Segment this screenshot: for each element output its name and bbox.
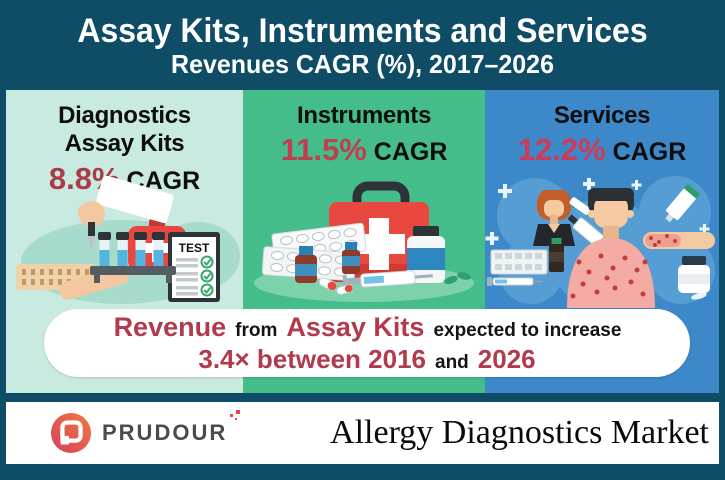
pills-icon bbox=[444, 272, 471, 285]
banner-line1: Revenue from Assay Kits expected to increas… bbox=[109, 311, 626, 343]
pipette-icon bbox=[88, 222, 95, 251]
cream-arm-icon bbox=[643, 183, 715, 249]
services-illustration-svg bbox=[485, 176, 715, 308]
market-title: Allergy Diagnostics Market bbox=[330, 414, 709, 451]
column-title: Diagnostics Assay Kits bbox=[6, 102, 243, 159]
column-title-line2: Assay Kits bbox=[64, 130, 185, 158]
main-title: Assay Kits, Instruments and Services bbox=[77, 11, 648, 50]
banner-revenue: Revenue bbox=[113, 312, 227, 343]
instruments-illustration-svg bbox=[254, 181, 474, 302]
prudour-logo: PRUDOUR bbox=[50, 410, 241, 454]
plus-icon bbox=[485, 232, 499, 245]
assay-kits-illustration: TEST bbox=[6, 176, 243, 308]
cagr-value: 12.2% bbox=[517, 132, 606, 168]
clipboard-label: TEST bbox=[179, 241, 210, 255]
brand-name: PRUDOUR bbox=[102, 420, 228, 445]
capsule-icon bbox=[318, 277, 354, 295]
plus-icon bbox=[631, 180, 642, 190]
assay-kits-illustration-svg: TEST bbox=[16, 176, 240, 304]
cagr-label: CAGR bbox=[373, 138, 448, 167]
column-title-line1: Instruments bbox=[296, 102, 432, 129]
cagr-stat: 11.5% CAGR bbox=[243, 132, 485, 168]
services-illustration bbox=[485, 176, 719, 308]
banner-multiplier: 3.4× between 2016 bbox=[198, 343, 426, 374]
cagr-stat: 12.2% CAGR bbox=[485, 132, 719, 168]
test-clipboard-icon: TEST bbox=[168, 232, 220, 302]
plus-icon bbox=[699, 224, 710, 234]
pill-bottle-icon bbox=[678, 256, 710, 293]
banner-line2: 3.4× between 2016 and 2026 bbox=[193, 344, 540, 375]
column-title: Instruments bbox=[243, 102, 485, 130]
test-tube-rack-icon bbox=[90, 232, 176, 283]
footer-bar: PRUDOUR Allergy Diagnostics Market bbox=[6, 402, 719, 464]
feather-icon bbox=[691, 292, 707, 300]
medicine-jar-icon bbox=[407, 226, 445, 283]
medicine-bottle-small-icon bbox=[295, 242, 360, 283]
banner-assay-kits: Assay Kits bbox=[286, 312, 425, 343]
footer: PRUDOUR Allergy Diagnostics Market bbox=[0, 393, 725, 480]
plus-icon bbox=[583, 178, 595, 190]
column-title-line1: Diagnostics bbox=[58, 102, 191, 129]
cream-tube-icon bbox=[665, 183, 701, 223]
subtitle: Revenues CAGR (%), 2017–2026 bbox=[171, 48, 554, 79]
column-title-line1: Services bbox=[553, 102, 651, 129]
prudour-logo-icon bbox=[50, 412, 92, 454]
column-title: Services bbox=[485, 102, 719, 130]
allergy-test-kit-icon bbox=[487, 238, 564, 286]
header: Assay Kits, Instruments and Services Rev… bbox=[0, 0, 725, 90]
instruments-illustration bbox=[243, 176, 485, 308]
banner-from: from bbox=[235, 320, 278, 342]
column-assay-kits: Diagnostics Assay Kits 8.8% CAGR bbox=[6, 90, 243, 393]
growth-banner: Revenue from Assay Kits expected to increas… bbox=[44, 309, 690, 377]
patient-icon bbox=[567, 188, 655, 308]
banner-and: and bbox=[435, 351, 469, 373]
pipette-hand-icon bbox=[78, 176, 174, 251]
sparkle-icon bbox=[228, 410, 241, 422]
banner-expected: expected to increase bbox=[433, 320, 622, 342]
cagr-value: 11.5% bbox=[280, 132, 367, 168]
plus-icon bbox=[498, 184, 512, 198]
doctor-icon bbox=[533, 190, 575, 246]
cagr-label: CAGR bbox=[612, 138, 687, 167]
banner-2026: 2026 bbox=[477, 343, 536, 374]
